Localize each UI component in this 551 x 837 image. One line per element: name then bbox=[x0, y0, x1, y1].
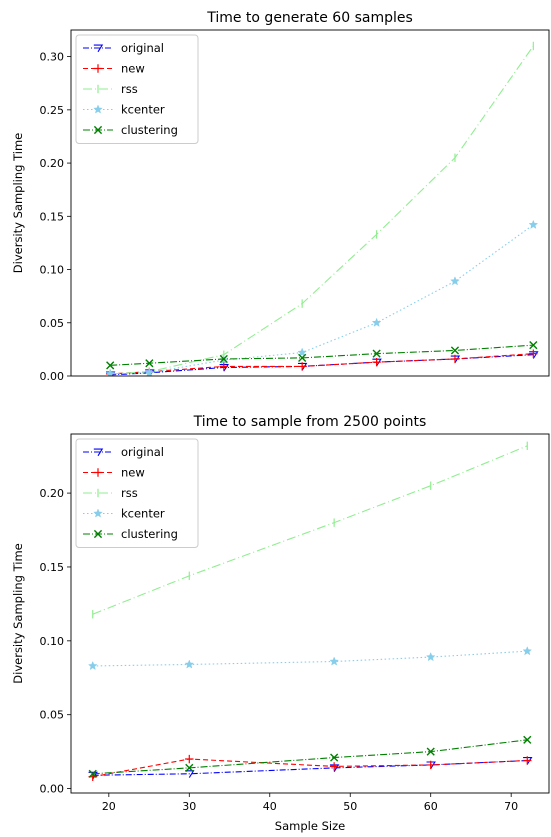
chart-1-series-kcenter-point-0 bbox=[87, 660, 98, 671]
chart-1-series-clustering-point-4 bbox=[523, 735, 532, 744]
chart-0-legend-label-new: new bbox=[121, 62, 145, 76]
chart-1-frame bbox=[70, 433, 550, 794]
chart-0-series-original-point-6 bbox=[529, 351, 539, 359]
chart-0-legend: original new rss kcenter clustering bbox=[75, 34, 199, 144]
chart-0: Time to generate 60 samples Diversity Sam… bbox=[11, 10, 550, 383]
chart-1-series-kcenter-line bbox=[92, 650, 528, 667]
chart-1-ytick-label-1: 0.05 bbox=[40, 709, 65, 722]
chart-0-series-clustering-point-0 bbox=[106, 361, 115, 370]
chart-1-series-new-line bbox=[92, 758, 528, 778]
chart-0-series-kcenter-point-3 bbox=[297, 347, 308, 357]
chart-0-ytick-label-4: 0.20 bbox=[40, 157, 65, 170]
chart-0-legend-marker-new bbox=[93, 64, 103, 73]
chart-1-ytick-label-0: 0.00 bbox=[40, 783, 65, 796]
chart-1-legend-label-kcenter: kcenter bbox=[121, 507, 165, 521]
chart-0-legend-box bbox=[75, 34, 199, 144]
chart-0-legend-label-kcenter: kcenter bbox=[121, 103, 165, 117]
chart-1-legend-label-clustering: clustering bbox=[121, 527, 178, 541]
chart-1-series-kcenter-point-3 bbox=[425, 651, 436, 662]
chart-0-series-new-point-6 bbox=[529, 349, 538, 358]
chart-1-series-kcenter-point-4 bbox=[522, 646, 533, 656]
chart-0-series-new-point-3 bbox=[297, 362, 307, 371]
chart-0-frame bbox=[70, 29, 550, 377]
chart-0-series-new-point-5 bbox=[450, 354, 460, 364]
chart-1-legend-marker-kcenter bbox=[93, 508, 103, 518]
chart-1-xtick-label-2: 40 bbox=[263, 800, 277, 813]
chart-1-series-original-point-4 bbox=[523, 757, 533, 765]
chart-1-legend-label-new: new bbox=[121, 466, 145, 480]
chart-1-xlabel: Sample Size bbox=[275, 819, 345, 833]
chart-1-series-clustering-point-0 bbox=[88, 769, 97, 778]
chart-1-legend-marker-original bbox=[93, 448, 104, 457]
chart-1-title: Time to sample from 2500 points bbox=[193, 414, 427, 430]
chart-0-ytick-label-0: 0.00 bbox=[40, 370, 65, 383]
chart-1-legend: original new rss kcenter clustering bbox=[75, 438, 199, 548]
chart-0-series-original-point-3 bbox=[297, 362, 308, 371]
chart-0-ytick-label-2: 0.10 bbox=[40, 264, 65, 277]
chart-1-legend-marker-new bbox=[93, 468, 103, 477]
chart-0-ytick-label-6: 0.30 bbox=[40, 51, 65, 64]
chart-0-ytick-label-1: 0.05 bbox=[40, 317, 65, 330]
chart-0-series-clustering-point-5 bbox=[450, 346, 460, 355]
chart-1-series-new-point-4 bbox=[523, 756, 532, 765]
chart-0-ytick-label-5: 0.25 bbox=[40, 104, 65, 117]
chart-1-series-kcenter-point-2 bbox=[329, 656, 339, 666]
chart-1-legend-box bbox=[75, 438, 199, 548]
chart-0-legend-label-original: original bbox=[121, 41, 164, 55]
chart-1: Time to sample from 2500 points Diversity… bbox=[11, 414, 550, 833]
chart-1-series-clustering-point-2 bbox=[330, 753, 339, 762]
chart-0-series-kcenter-point-5 bbox=[450, 276, 460, 286]
chart-1-xtick-label-5: 70 bbox=[504, 800, 518, 813]
chart-0-series-new-point-2 bbox=[219, 362, 229, 371]
chart-1-ylabel: Diversity Sampling Time bbox=[11, 543, 25, 683]
chart-0-title: Time to generate 60 samples bbox=[206, 10, 413, 26]
chart-0-series-kcenter-point-6 bbox=[528, 219, 539, 229]
chart-0-series-original-point-2 bbox=[219, 363, 229, 372]
chart-0-ytick-label-3: 0.15 bbox=[40, 210, 65, 223]
chart-0-series-kcenter-point-4 bbox=[371, 317, 382, 327]
chart-0-series-kcenter-line bbox=[110, 224, 534, 375]
chart-1-xtick-label-4: 60 bbox=[424, 800, 438, 813]
chart-1-series-original-point-1 bbox=[185, 770, 195, 778]
chart-0-legend-label-clustering: clustering bbox=[121, 123, 178, 137]
chart-0-series-clustering-point-4 bbox=[372, 349, 381, 358]
chart-0-legend-marker-original bbox=[93, 44, 104, 53]
chart-0-plot-area bbox=[105, 41, 539, 376]
chart-1-legend-label-rss: rss bbox=[121, 486, 138, 500]
chart-0-series-original-point-0 bbox=[105, 371, 116, 376]
chart-1-xtick-label-0: 20 bbox=[102, 800, 116, 813]
chart-1-series-original-line bbox=[92, 759, 528, 776]
chart-0-series-clustering-point-2 bbox=[219, 354, 228, 364]
chart-1-ytick-label-3: 0.15 bbox=[40, 561, 65, 574]
chart-1-series-new-point-2 bbox=[329, 762, 339, 771]
chart-0-legend-marker-kcenter bbox=[93, 104, 103, 114]
chart-0-legend-label-rss: rss bbox=[121, 82, 138, 96]
chart-1-series-new-point-1 bbox=[185, 754, 194, 764]
chart-0-series-clustering-line bbox=[110, 344, 534, 366]
chart-0-series-clustering-point-6 bbox=[529, 341, 538, 350]
chart-1-ytick-label-2: 0.10 bbox=[40, 635, 65, 648]
chart-1-xtick-label-3: 50 bbox=[343, 800, 357, 813]
chart-1-plot-area bbox=[87, 441, 533, 781]
chart-0-series-clustering-point-1 bbox=[145, 359, 154, 368]
chart-1-xtick-label-1: 30 bbox=[182, 800, 196, 813]
chart-1-legend-marker-clustering bbox=[93, 529, 103, 539]
chart-0-ylabel: Diversity Sampling Time bbox=[11, 133, 25, 273]
chart-1-series-kcenter-point-1 bbox=[184, 659, 195, 669]
chart-1-legend-label-original: original bbox=[121, 445, 164, 459]
chart-1-series-original-point-2 bbox=[329, 764, 340, 772]
chart-1-series-clustering-point-3 bbox=[426, 747, 435, 756]
chart-0-series-original-point-5 bbox=[450, 355, 461, 364]
chart-0-series-original-point-4 bbox=[372, 358, 382, 367]
chart-0-series-new-point-4 bbox=[372, 357, 381, 367]
chart-1-series-original-point-3 bbox=[426, 761, 436, 770]
chart-1-ytick-label-4: 0.20 bbox=[40, 487, 65, 500]
chart-1-series-clustering-point-1 bbox=[185, 763, 194, 772]
chart-1-series-new-point-3 bbox=[426, 760, 435, 770]
chart-0-series-clustering-point-3 bbox=[298, 353, 307, 362]
chart-0-series-kcenter-point-1 bbox=[144, 367, 155, 376]
chart-0-legend-marker-clustering bbox=[93, 125, 103, 135]
